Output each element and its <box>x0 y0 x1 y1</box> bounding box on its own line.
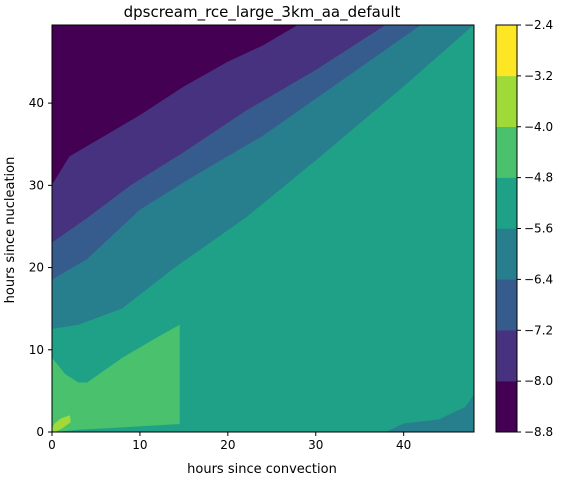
colorbar-band <box>495 380 518 433</box>
contour-region-7 <box>52 415 71 432</box>
colorbar-tick-label: −4.8 <box>524 171 553 185</box>
x-axis: 0 10 20 30 40 <box>48 432 411 452</box>
colorbar: −8.8 −8.0 −7.2 −6.4 −5.6 −4.8 −4.0 −3.2 −2.4 <box>495 18 553 439</box>
colorbar-tick-label: −5.6 <box>524 222 553 236</box>
colorbar-tick-label: −6.4 <box>524 272 553 286</box>
plot-area <box>52 25 474 432</box>
x-tick-label: 30 <box>308 438 323 452</box>
colorbar-band <box>495 75 518 127</box>
x-tick-label: 20 <box>220 438 235 452</box>
colorbar-band <box>495 177 518 229</box>
colorbar-band <box>495 228 518 280</box>
colorbar-band <box>495 24 518 77</box>
colorbar-tick-label: −4.0 <box>524 120 553 134</box>
colorbar-band <box>495 330 518 382</box>
y-axis: 0 10 20 30 40 <box>29 96 52 439</box>
colorbar-band <box>495 279 518 331</box>
y-axis-label: hours since nucleation <box>3 157 18 304</box>
colorbar-tick-label: −8.0 <box>524 374 553 388</box>
plot-frame <box>51 24 475 433</box>
colorbar-band <box>495 126 518 178</box>
chart-title: dpscream_rce_large_3km_aa_default <box>124 3 401 22</box>
colorbar-tick-label: −3.2 <box>524 69 553 83</box>
y-tick-label: 20 <box>29 261 44 275</box>
x-axis-label: hours since convection <box>187 462 337 477</box>
x-tick-label: 0 <box>48 438 56 452</box>
colorbar-tick-label: −7.2 <box>524 323 553 337</box>
y-tick-label: 0 <box>36 425 44 439</box>
colorbar-tick-label: −8.8 <box>524 425 553 439</box>
y-tick-label: 10 <box>29 343 44 357</box>
x-tick-label: 40 <box>396 438 411 452</box>
y-tick-label: 30 <box>29 178 44 192</box>
contour-region-4 <box>52 25 474 432</box>
y-tick-label: 40 <box>29 96 44 110</box>
x-tick-label: 10 <box>132 438 147 452</box>
colorbar-tick-label: −2.4 <box>524 18 553 32</box>
contour-region-8 <box>385 394 474 432</box>
